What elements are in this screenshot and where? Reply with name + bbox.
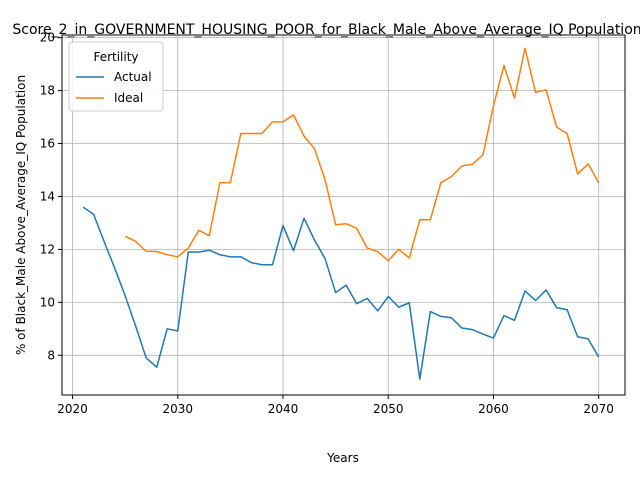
y-tick-label: 12 <box>40 242 55 256</box>
x-tick-label: 2060 <box>478 402 509 416</box>
x-tick-label: 2040 <box>268 402 299 416</box>
legend-box <box>68 41 164 112</box>
x-axis-ticks: 2020 2030 2040 2050 2060 2070 <box>57 395 614 416</box>
chart-title: Score_2_in_GOVERNMENT_HOUSING_POOR_for_B… <box>12 22 640 38</box>
series-lines <box>82 47 600 380</box>
legend-label-actual: Actual <box>114 70 152 84</box>
legend: Fertility Actual Ideal <box>68 41 164 112</box>
y-tick-label: 16 <box>40 137 55 151</box>
legend-label-ideal: Ideal <box>114 91 143 105</box>
legend-title: Fertility <box>93 50 138 64</box>
y-tick-label: 10 <box>40 295 55 309</box>
series-line-actual <box>82 206 600 380</box>
x-tick-label: 2050 <box>373 402 404 416</box>
plot-area-frame <box>61 34 626 396</box>
x-axis-label: Years <box>326 451 359 465</box>
y-axis-label: % of Black_Male Above_Average_IQ Populat… <box>14 75 28 355</box>
y-tick-label: 8 <box>47 348 55 362</box>
x-tick-label: 2070 <box>583 402 614 416</box>
y-tick-label: 20 <box>40 31 55 45</box>
y-tick-label: 14 <box>40 189 55 203</box>
y-tick-label: 18 <box>40 84 55 98</box>
x-tick-label: 2020 <box>57 402 88 416</box>
y-axis-ticks: 8 10 12 14 16 18 20 <box>40 31 62 362</box>
series-line-ideal <box>124 47 600 262</box>
x-tick-label: 2030 <box>162 402 193 416</box>
